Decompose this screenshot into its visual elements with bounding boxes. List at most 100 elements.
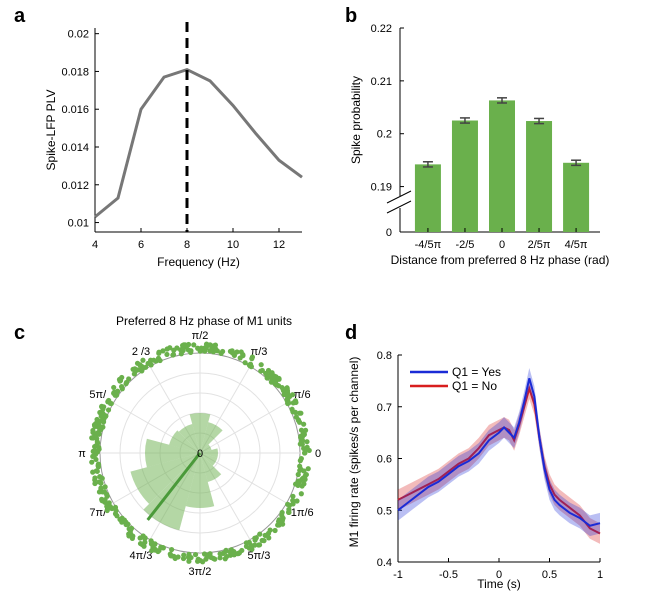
c-unit-dot (297, 458, 303, 464)
c-unit-dot (286, 509, 292, 516)
b-xtick-label: 0 (499, 239, 505, 251)
c-unit-dot (234, 551, 241, 557)
c-unit-dot (284, 385, 290, 391)
b-ytick-label: 0 (386, 227, 392, 239)
a-xtick-label: 4 (92, 239, 98, 251)
c-unit-dot (171, 347, 177, 353)
c-unit-dot (90, 469, 96, 475)
c-unit-dot (155, 355, 162, 361)
c-unit-dot (248, 542, 255, 549)
c-unit-dot (160, 544, 166, 551)
c-unit-dot (194, 558, 201, 564)
c-unit-dot (160, 348, 166, 354)
c-unit-dot (143, 364, 149, 370)
a-ylabel: Spike-LFP PLV (44, 90, 58, 171)
c-unit-dot (106, 397, 112, 404)
c-unit-dot (286, 400, 292, 406)
b-ytick-label: 0.22 (371, 23, 392, 35)
c-unit-dot (93, 443, 99, 449)
a-ytick-label: 0.014 (61, 142, 89, 154)
d-xtick-label: 0.5 (542, 569, 557, 581)
c-unit-dot (90, 453, 96, 460)
d-ytick-label: 0.7 (377, 402, 392, 414)
d-ytick-label: 0.4 (377, 557, 392, 569)
panel-a-plot: 0.01 0.012 0.014 0.016 0.018 0.02 4 6 8 10 12 Frequ… (44, 22, 303, 269)
b-xtick-label: 4/5π (565, 239, 588, 251)
d-ytick-label: 0.5 (377, 505, 392, 517)
c-unit-dot (272, 381, 279, 387)
a-xlabel: Frequency (Hz) (157, 255, 240, 269)
c-unit-dot (99, 403, 105, 409)
c-unit-dot (276, 376, 282, 382)
c-rose-wedge (189, 413, 211, 453)
d-ytick-label: 0.8 (377, 350, 392, 362)
c-unit-dot (93, 456, 99, 463)
c-unit-dot (188, 349, 194, 356)
c-unit-dot (167, 345, 173, 351)
c-angle-label: π/2 (192, 330, 209, 342)
c-unit-dot (292, 481, 299, 487)
c-unit-dot (98, 424, 104, 430)
c-unit-dot (293, 414, 299, 420)
b-axis-break-mark (386, 200, 412, 214)
panel-c-plot: Preferred 8 Hz phase of M1 units 0 π/6 π/3 π… (78, 314, 321, 578)
c-grid-spoke (199, 402, 287, 454)
c-unit-dot (95, 461, 102, 467)
d-ytick-label: 0.6 (377, 454, 392, 466)
c-unit-dot (164, 351, 170, 358)
c-unit-dot (171, 553, 177, 559)
c-unit-dot (218, 350, 224, 357)
c-unit-dot (268, 379, 275, 385)
c-unit-dot (126, 376, 132, 382)
c-unit-dot (290, 400, 296, 406)
c-unit-dot (305, 466, 311, 472)
c-unit-dot (90, 429, 96, 436)
c-angle-label: 1π/6 (291, 507, 314, 519)
c-unit-dot (203, 345, 209, 351)
d-band-0 (398, 367, 600, 537)
c-rose-wedge (130, 453, 200, 504)
c-rose-wedge (145, 438, 200, 468)
a-ytick-label: 0.016 (61, 104, 89, 116)
b-xtick-label: -4/5π (415, 239, 442, 251)
d-legend-label: Q1 = Yes (452, 365, 501, 379)
c-rose-wedge (200, 453, 222, 482)
c-unit-dot (102, 484, 108, 490)
c-unit-dot (210, 555, 216, 561)
c-unit-dot (303, 447, 309, 453)
c-title: Preferred 8 Hz phase of M1 units (116, 314, 292, 328)
c-angle-label: π/6 (294, 389, 311, 401)
c-unit-dot (170, 352, 177, 358)
c-unit-dot (104, 491, 110, 498)
c-angle-label: π (78, 448, 86, 460)
c-unit-dot (142, 539, 148, 545)
b-axis-break-mark (386, 190, 412, 204)
c-unit-dot (265, 367, 272, 374)
a-ytick-label: 0.018 (61, 66, 89, 78)
c-unit-dot (257, 531, 263, 537)
c-unit-dot (178, 351, 184, 357)
a-ytick-label: 0.012 (61, 180, 89, 192)
c-rose-wedge (200, 444, 212, 453)
panel-a-label: a (14, 5, 26, 27)
panel-b-label: b (345, 5, 357, 27)
d-xtick-label: -0.5 (439, 569, 458, 581)
c-rose-wedge (200, 422, 223, 453)
c-unit-dot (212, 342, 219, 348)
c-unit-dot (119, 515, 125, 521)
c-unit-dot (96, 431, 102, 437)
c-unit-dot (268, 375, 274, 381)
c-unit-dot (228, 549, 234, 556)
c-unit-dot (247, 361, 254, 367)
c-unit-dot (119, 383, 125, 390)
b-xtick-label: -2/5 (455, 239, 474, 251)
c-angle-label: 0 (315, 448, 321, 460)
c-unit-dot (112, 504, 119, 510)
c-rose-wedge (200, 448, 218, 458)
c-unit-dot (148, 357, 154, 363)
c-unit-dot (192, 551, 199, 558)
c-unit-dot (279, 509, 285, 516)
c-unit-dot (114, 388, 121, 395)
c-unit-dot (262, 532, 268, 538)
